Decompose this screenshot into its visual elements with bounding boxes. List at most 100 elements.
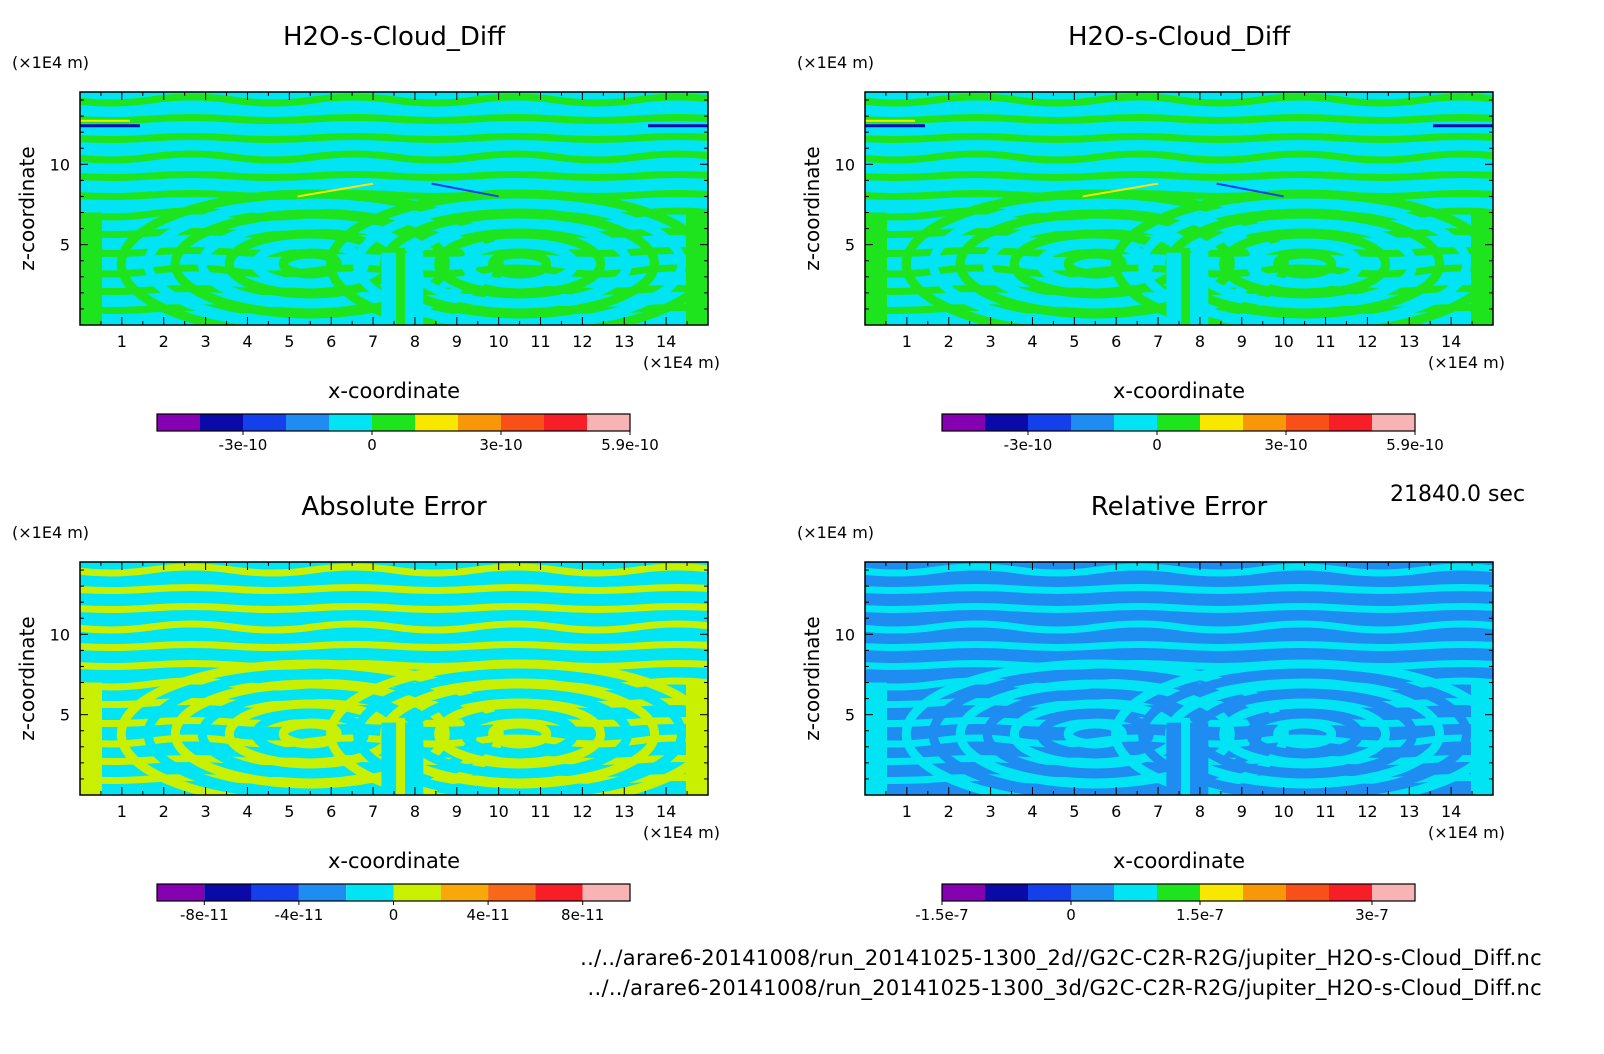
colorbar: -8e-11 -4e-11 0 4e-11 8e-11 (156, 883, 631, 924)
panel-title: H2O-s-Cloud_Diff (283, 22, 506, 52)
vortex-ring (434, 229, 606, 299)
colorbar-swatch (985, 884, 1028, 901)
x-tick-label: 11 (1315, 332, 1335, 351)
x-axis-label: x-coordinate (1113, 849, 1245, 873)
colorbar: -1.5e-7 0 1.5e-7 3e-7 (915, 883, 1416, 924)
x-tick-label: 1 (117, 802, 127, 821)
x-tick-label: 11 (1315, 802, 1335, 821)
colorbar-swatch (1071, 414, 1114, 431)
y-axis-label: z-coordinate (15, 616, 39, 740)
x-tick-label: 3 (986, 332, 996, 351)
x-tick-label: 8 (410, 802, 420, 821)
contour-band (865, 620, 1493, 634)
contour-field (80, 562, 708, 795)
right-column (686, 212, 708, 325)
colorbar-label: 4e-11 (466, 906, 509, 924)
x-tick-label: 8 (410, 332, 420, 351)
colorbar-swatch (488, 884, 536, 901)
panel-1: 1 2 3 4 5 6 7 8 9 10 11 12 13 14(×1E4 m)x-coordinate5… (12, 22, 720, 454)
vortex-ring (1036, 239, 1154, 289)
x-tick-label: 12 (572, 802, 592, 821)
vortex-ring (955, 209, 1235, 319)
colorbar-label: -8e-11 (180, 906, 229, 924)
colorbar-label: 3e-10 (479, 436, 522, 454)
x-tick-label: 14 (656, 802, 676, 821)
y-axis: 5 10 (×1E4 m) z-coordinate (797, 523, 1493, 780)
colorbar-swatch (204, 884, 252, 901)
left-column (80, 212, 102, 325)
colorbar-label: 0 (1066, 906, 1076, 924)
y-unit-label: (×1E4 m) (797, 53, 874, 72)
colorbar-frame (941, 883, 1416, 902)
updraft-stripe (396, 247, 406, 325)
y-tick-label: 10 (835, 155, 855, 174)
y-axis: 5 10 (×1E4 m) z-coordinate (797, 53, 1493, 310)
x-axis-label: x-coordinate (328, 379, 460, 403)
colorbar-label: -4e-11 (275, 906, 324, 924)
x-tick-label: 6 (326, 802, 336, 821)
x-tick-label: 1 (117, 332, 127, 351)
right-column (686, 682, 708, 795)
x-tick-label: 5 (1069, 332, 1079, 351)
colorbar-swatch (1372, 884, 1415, 901)
contour-band (865, 563, 1493, 577)
y-axis-label: z-coordinate (800, 146, 824, 270)
x-tick-label: 13 (1399, 802, 1419, 821)
vortex-ring (461, 709, 579, 759)
x-unit-label: (×1E4 m) (643, 353, 720, 372)
y-tick-label: 5 (60, 236, 70, 255)
colorbar-swatch (1286, 414, 1329, 431)
colorbar-label: 3e-7 (1355, 906, 1389, 924)
contour-field (865, 562, 1493, 795)
colorbar-swatch (587, 414, 630, 431)
vortex-ring (278, 249, 342, 279)
streak (431, 182, 499, 198)
x-tick-label: 2 (159, 802, 169, 821)
y-tick-label: 10 (50, 155, 70, 174)
colorbar-label: -3e-10 (219, 436, 268, 454)
x-tick-label: 2 (944, 802, 954, 821)
streak (297, 182, 374, 198)
y-unit-label: (×1E4 m) (12, 53, 89, 72)
x-tick-label: 10 (488, 802, 508, 821)
contour-band (80, 620, 708, 634)
vortex-ring (326, 659, 708, 795)
x-tick-label: 9 (1237, 802, 1247, 821)
x-tick-label: 5 (284, 802, 294, 821)
panel-title: H2O-s-Cloud_Diff (1068, 22, 1291, 52)
y-tick-label: 5 (845, 706, 855, 725)
colorbar-swatch (243, 414, 286, 431)
x-tick-label: 9 (452, 802, 462, 821)
contour-field (80, 92, 708, 325)
colorbar-label: 8e-11 (561, 906, 604, 924)
colorbar-swatch (501, 414, 544, 431)
colorbar-swatch (286, 414, 329, 431)
y-tick-label: 5 (845, 236, 855, 255)
file-path-3d: ../../arare6-20141008/run_20141025-1300_… (587, 976, 1542, 1000)
colorbar-swatch (157, 884, 205, 901)
contour-band (80, 603, 708, 613)
contour-band (865, 93, 1493, 107)
vortex-ring (116, 659, 504, 795)
panel-3: 1 2 3 4 5 6 7 8 9 10 11 12 13 14(×1E4 m)x-coordinate5… (12, 492, 720, 924)
contour-band (80, 150, 708, 164)
colorbar-swatch (985, 414, 1028, 431)
colorbar-swatch (535, 884, 583, 901)
panel-title: Relative Error (1091, 492, 1268, 522)
contour-band (865, 584, 1493, 594)
vortex-ring (170, 209, 450, 319)
x-tick-label: 2 (159, 332, 169, 351)
x-tick-label: 7 (1153, 332, 1163, 351)
simulation-time: 21840.0 sec (1390, 482, 1526, 507)
x-tick-label: 6 (326, 332, 336, 351)
y-tick-label: 10 (835, 625, 855, 644)
contour-band (80, 114, 708, 124)
x-tick-label: 5 (1069, 802, 1079, 821)
colorbar-swatch (200, 414, 243, 431)
vortex-ring (1111, 659, 1493, 795)
x-tick-label: 10 (1273, 802, 1293, 821)
updraft-stripe (1181, 247, 1191, 325)
file-path-2d: ../../arare6-20141008/run_20141025-1300_… (580, 946, 1542, 970)
contour-band (80, 93, 708, 107)
left-column (865, 682, 887, 795)
